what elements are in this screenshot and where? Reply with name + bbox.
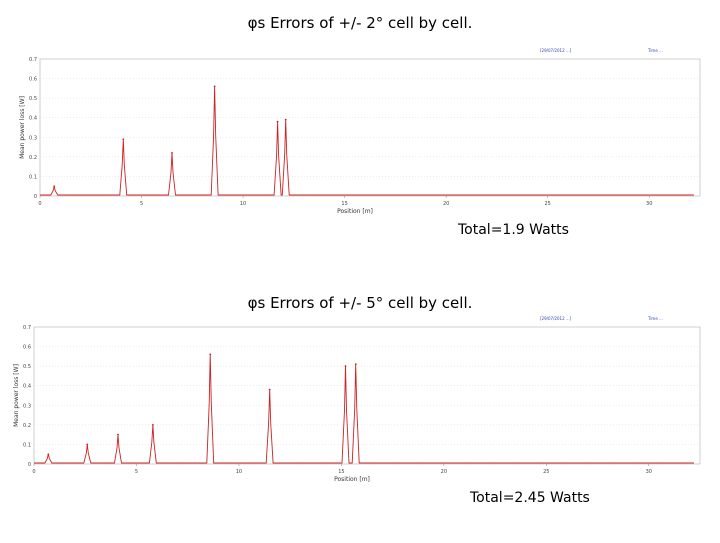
y-tick-label: 0.5 (29, 96, 37, 102)
peak-point (276, 120, 279, 123)
header-left-text: [29/07/2012 ...] (540, 48, 572, 53)
y-axis-label: Mean power loss [W] (13, 364, 20, 427)
x-tick-label: 10 (240, 201, 246, 207)
peak-point (209, 353, 212, 356)
x-tick-label: 20 (443, 201, 449, 207)
header-left-text: [29/07/2012 ...] (540, 316, 572, 321)
y-tick-label: 0.5 (23, 364, 31, 370)
y-tick-label: 0.7 (29, 57, 37, 63)
x-tick-label: 5 (135, 469, 138, 475)
total-2: Total=2.45 Watts (470, 490, 590, 506)
y-tick-label: 0.1 (23, 442, 31, 448)
x-tick-label: 20 (441, 469, 447, 475)
x-axis-label: Position [m] (337, 208, 373, 215)
plot-frame (33, 326, 701, 465)
peak-point (53, 185, 56, 188)
header-right-text: Time ... (647, 48, 663, 53)
x-tick-label: 25 (543, 469, 549, 475)
plot-frame (39, 58, 701, 197)
x-axis-label: Position [m] (334, 476, 370, 483)
y-tick-label: 0 (28, 462, 31, 468)
x-tick-label: 10 (236, 469, 242, 475)
x-tick-label: 25 (545, 201, 551, 207)
y-tick-label: 0.2 (23, 423, 31, 429)
peak-point (47, 453, 50, 456)
peak-point (86, 443, 89, 446)
chart-1-svg: 0 0.1 0.2 0.3 0.4 0.5 0.6 0.7 0 5 10 15 20 25 30 Positi… (19, 48, 701, 215)
chart-1: 0 0.1 0.2 0.3 0.4 0.5 0.6 0.7 0 5 10 15 20 25 30 Positi… (0, 45, 720, 275)
chart-2: 0 0.1 0.2 0.3 0.4 0.5 0.6 0.7 0 5 10 15 20 25 30 Positi… (0, 313, 720, 543)
x-tick-label: 15 (338, 469, 344, 475)
peak-point (354, 363, 357, 366)
y-tick-label: 0.7 (23, 325, 31, 331)
y-tick-label: 0.6 (23, 345, 31, 351)
series-line (34, 354, 694, 464)
y-tick-label: 0.1 (29, 174, 37, 180)
peak-point (117, 433, 119, 436)
x-tick-label: 15 (341, 201, 347, 207)
chart-2-svg: 0 0.1 0.2 0.3 0.4 0.5 0.6 0.7 0 5 10 15 20 25 30 Positi… (13, 316, 701, 483)
x-tick-label: 0 (32, 469, 35, 475)
chart-title-1: φs Errors of +/- 2° cell by cell. (247, 14, 473, 32)
y-tick-label: 0.2 (29, 155, 37, 161)
peak-point (268, 388, 271, 391)
x-tick-label: 30 (646, 201, 652, 207)
peak-point (151, 423, 154, 426)
series-line (40, 86, 694, 196)
y-tick-label: 0.3 (29, 135, 37, 141)
chart-title-2: φs Errors of +/- 5° cell by cell. (247, 294, 473, 312)
peak-point (344, 365, 347, 368)
y-axis-label: Mean power loss [W] (19, 96, 26, 159)
peak-point (284, 118, 287, 121)
y-tick-label: 0.4 (29, 116, 37, 122)
total-1: Total=1.9 Watts (458, 222, 569, 238)
peak-point (213, 85, 216, 88)
y-tick-label: 0.4 (23, 384, 31, 390)
peak-point (122, 138, 125, 141)
peak-point (171, 152, 173, 154)
x-tick-label: 30 (646, 469, 652, 475)
header-right-text: Time ... (647, 316, 663, 321)
x-tick-label: 5 (140, 201, 143, 207)
x-tick-label: 0 (38, 201, 41, 207)
y-tick-label: 0.6 (29, 77, 37, 83)
y-tick-label: 0.3 (23, 403, 31, 409)
y-tick-label: 0 (34, 194, 37, 200)
